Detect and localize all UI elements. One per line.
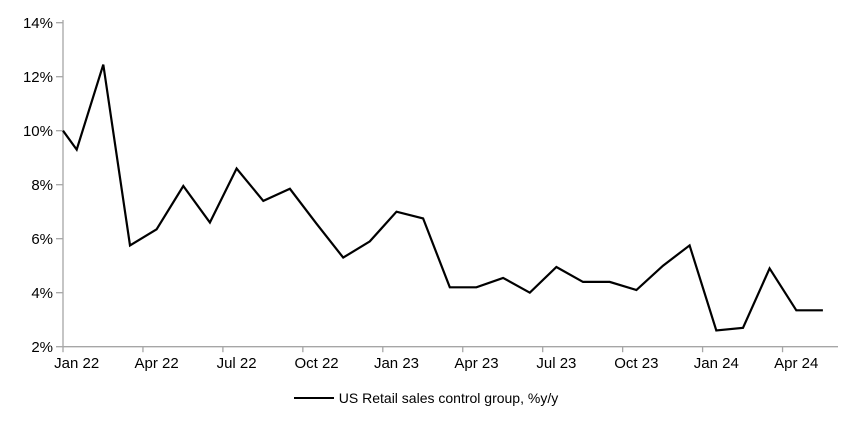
y-tick-label: 8% bbox=[31, 177, 53, 194]
x-tick-label: Jan 22 bbox=[54, 355, 99, 372]
y-tick-label: 10% bbox=[23, 123, 53, 140]
x-tick-label: Jul 23 bbox=[536, 355, 576, 372]
legend: US Retail sales control group, %y/y bbox=[0, 387, 852, 409]
data-line bbox=[62, 64, 823, 332]
y-tick-label: 4% bbox=[31, 285, 53, 302]
x-tick-label: Jan 23 bbox=[374, 355, 419, 372]
x-tick-label: Jul 22 bbox=[217, 355, 257, 372]
legend-line-sample-icon bbox=[293, 397, 334, 399]
x-tick-label: Apr 22 bbox=[135, 355, 179, 372]
legend-label: US Retail sales control group, %y/y bbox=[338, 390, 559, 406]
x-tick-label: Jan 24 bbox=[694, 355, 739, 372]
y-tick-label: 6% bbox=[31, 231, 53, 248]
y-tick-label: 14% bbox=[23, 15, 53, 32]
y-tick-label: 2% bbox=[31, 339, 53, 356]
x-tick-label: Apr 24 bbox=[774, 355, 818, 372]
x-tick-label: Oct 22 bbox=[294, 355, 338, 372]
x-tick-label: Oct 23 bbox=[614, 355, 658, 372]
y-tick-label: 12% bbox=[23, 69, 53, 86]
x-tick-label: Apr 23 bbox=[454, 355, 498, 372]
plot-area: 14% 12% 10% 8% 6% 4% 2%Jan 22 Apr 22 Jul 22 Oct 2… bbox=[23, 15, 838, 372]
